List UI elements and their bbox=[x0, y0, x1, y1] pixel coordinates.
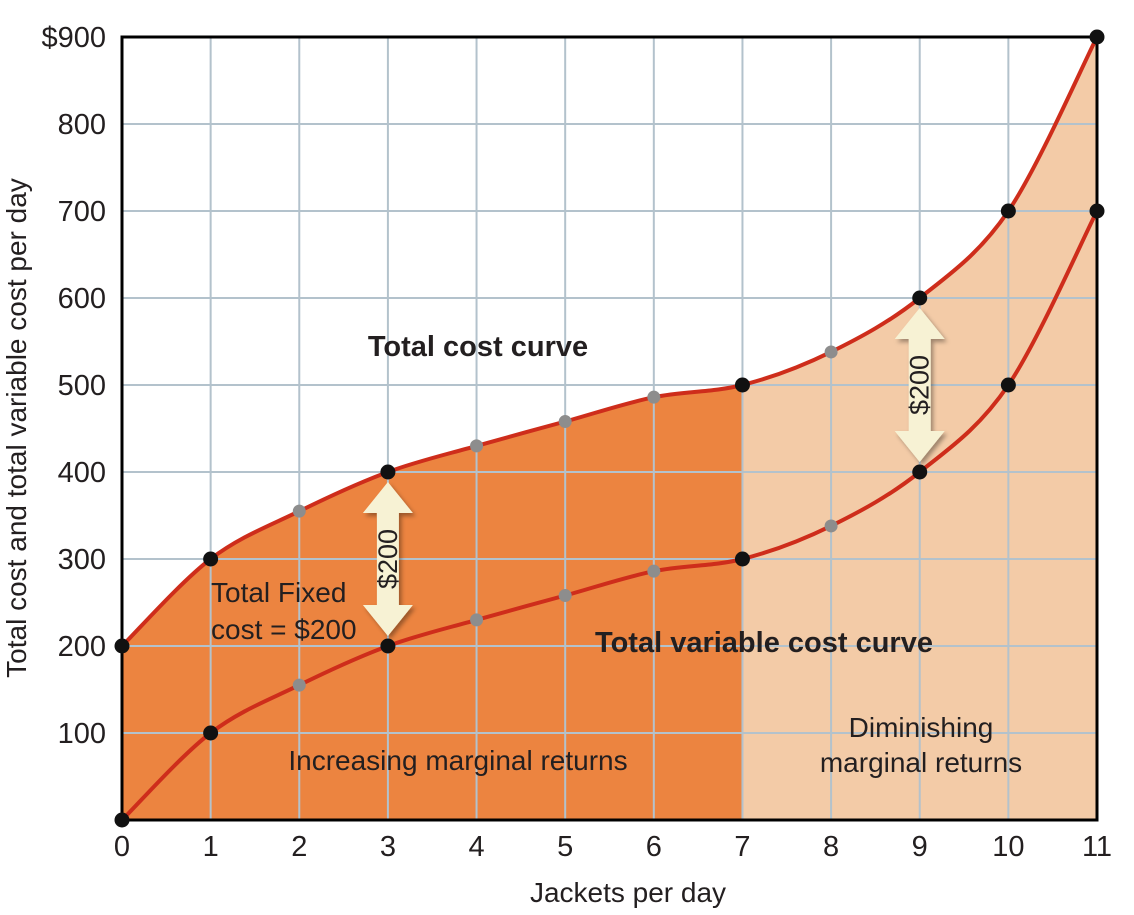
x-tick-label: 5 bbox=[557, 831, 573, 863]
x-tick-label: 6 bbox=[646, 831, 662, 863]
x-axis-title: Jackets per day bbox=[530, 877, 726, 908]
label-layer: $200 $200 Total cost curve Total variable c… bbox=[41, 22, 1112, 863]
diminishing-returns-label-line2: marginal returns bbox=[820, 747, 1022, 778]
x-tick-label: 3 bbox=[380, 831, 396, 863]
fixed-cost-gap-arrow bbox=[894, 308, 945, 462]
total-cost-point bbox=[380, 464, 396, 480]
total-cost-point bbox=[734, 377, 750, 393]
y-tick-label: 700 bbox=[58, 196, 106, 228]
x-tick-label: 10 bbox=[992, 831, 1024, 863]
region-increasing-marginal-returns bbox=[122, 385, 743, 820]
total-cost-point bbox=[470, 439, 484, 453]
x-tick-label: 8 bbox=[823, 831, 839, 863]
x-tick-label: 7 bbox=[734, 831, 750, 863]
fixed-cost-gap-label: $200 bbox=[373, 529, 403, 589]
total-cost-point bbox=[1000, 203, 1016, 219]
total-cost-point bbox=[912, 290, 928, 306]
x-tick-label: 11 bbox=[1082, 831, 1112, 863]
x-tick-label: 2 bbox=[291, 831, 307, 863]
x-tick-label: 0 bbox=[114, 831, 130, 863]
total-variable-cost-point bbox=[380, 638, 396, 654]
y-tick-label: 600 bbox=[58, 283, 106, 315]
y-tick-label: 500 bbox=[58, 370, 106, 402]
fixed-cost-note-line1: Total Fixed bbox=[211, 577, 346, 608]
total-cost-point bbox=[1089, 29, 1105, 45]
x-tick-label: 1 bbox=[203, 831, 219, 863]
plot-border bbox=[120, 35, 1099, 822]
total-variable-cost-point bbox=[1089, 203, 1105, 219]
fixed-cost-gap-label: $200 bbox=[905, 355, 935, 415]
y-tick-label: 800 bbox=[58, 109, 106, 141]
total-variable-cost-point bbox=[558, 589, 572, 603]
diminishing-returns-label-line1: Diminishing bbox=[849, 712, 994, 743]
total-variable-cost-point bbox=[1000, 377, 1016, 393]
total-cost-point bbox=[647, 390, 661, 404]
total-cost-point bbox=[292, 504, 306, 518]
total-cost-point bbox=[114, 638, 130, 654]
y-tick-label: 100 bbox=[58, 718, 106, 750]
total-cost-point bbox=[558, 415, 572, 429]
x-tick-label: 4 bbox=[468, 831, 484, 863]
fixed-cost-gap-arrow bbox=[362, 482, 413, 636]
total-variable-cost-point bbox=[734, 551, 750, 567]
increasing-returns-label: Increasing marginal returns bbox=[288, 745, 627, 776]
fixed-cost-note-line2: cost = $200 bbox=[211, 614, 357, 645]
total-variable-cost-curve bbox=[120, 210, 1099, 822]
total-variable-cost-point bbox=[114, 812, 130, 828]
total-cost-curve-label: Total cost curve bbox=[368, 331, 588, 363]
y-axis-title: Total cost and total variable cost per d… bbox=[1, 178, 32, 678]
total-variable-cost-point bbox=[292, 678, 306, 692]
y-tick-label: 200 bbox=[58, 631, 106, 663]
y-tick-label: $900 bbox=[41, 22, 106, 54]
total-variable-cost-point bbox=[824, 519, 838, 533]
total-variable-cost-point bbox=[647, 564, 661, 578]
y-tick-label: 300 bbox=[58, 544, 106, 576]
plot-layer bbox=[114, 29, 1105, 828]
total-variable-cost-point bbox=[203, 725, 219, 741]
total-variable-cost-point bbox=[470, 613, 484, 627]
total-variable-cost-point bbox=[912, 464, 928, 480]
x-tick-label: 9 bbox=[912, 831, 928, 863]
total-cost-point bbox=[824, 345, 838, 359]
y-tick-label: 400 bbox=[58, 457, 106, 489]
total-cost-curve bbox=[120, 36, 1099, 648]
total-variable-cost-curve-label: Total variable cost curve bbox=[595, 627, 933, 659]
total-cost-point bbox=[203, 551, 219, 567]
